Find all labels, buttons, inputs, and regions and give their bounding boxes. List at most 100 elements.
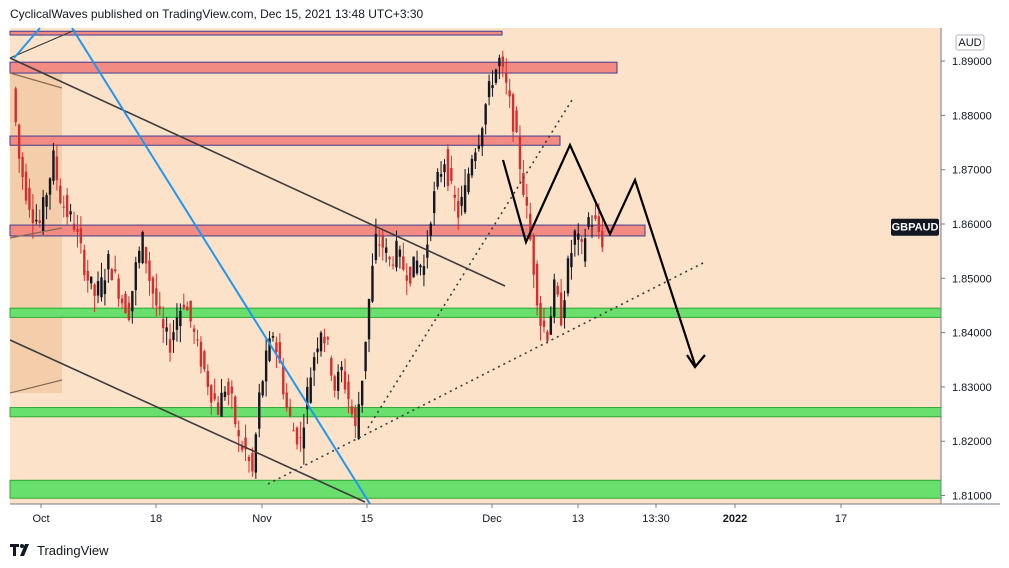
channel-upper-short-line[interactable] — [9, 72, 63, 89]
candle-body — [295, 427, 299, 445]
candle — [494, 68, 498, 85]
candle-body — [234, 396, 237, 425]
tradingview-logo-icon — [10, 544, 29, 556]
candle — [17, 123, 21, 174]
candle — [59, 178, 62, 205]
candle — [38, 209, 41, 228]
candle-body — [357, 404, 360, 439]
candle — [210, 384, 213, 415]
candle — [484, 103, 487, 135]
candle-body — [288, 406, 292, 416]
candle-body — [31, 209, 35, 223]
footer-branding: TradingView — [10, 541, 109, 559]
candle-body — [597, 216, 601, 233]
channel-lower-line[interactable] — [9, 339, 366, 503]
candle-body — [549, 315, 553, 335]
candle-body — [247, 456, 251, 462]
resistance-zone-4[interactable] — [9, 224, 646, 237]
candle-body — [302, 427, 306, 449]
channel-mid-dashed-line[interactable] — [9, 227, 63, 239]
candle — [251, 447, 254, 477]
candle — [563, 290, 566, 329]
candle — [69, 203, 72, 222]
candle-body — [463, 185, 467, 213]
candle-body — [168, 339, 172, 353]
candle — [275, 336, 278, 369]
blue-trendline-short[interactable] — [13, 27, 41, 59]
candle-body — [340, 366, 343, 371]
candle-body — [244, 437, 247, 450]
candle — [117, 273, 120, 307]
candle — [439, 161, 443, 183]
candle — [158, 291, 161, 316]
candle-body — [100, 277, 103, 298]
candle-body — [45, 195, 48, 207]
channel-upper-line[interactable] — [9, 57, 506, 287]
candle-body — [429, 223, 432, 236]
dotted-support-trendline[interactable] — [267, 261, 706, 485]
candle-body — [93, 284, 96, 296]
candle-body — [470, 158, 474, 176]
channel-lower-short-line[interactable] — [9, 379, 63, 394]
candle — [357, 391, 360, 441]
candle-body — [580, 239, 583, 242]
candle — [553, 273, 556, 324]
candle — [186, 301, 189, 311]
candle — [570, 239, 573, 280]
publish-attribution: CyclicalWaves published on TradingView.c… — [10, 7, 424, 21]
candle-body — [282, 365, 285, 395]
projection-arrowhead — [686, 354, 706, 369]
candle — [535, 260, 539, 316]
candle — [162, 306, 165, 344]
candle-body — [216, 402, 220, 415]
candle-body — [199, 341, 203, 367]
candle — [264, 338, 268, 397]
candle-body — [62, 206, 65, 208]
candle — [306, 377, 309, 425]
candle — [467, 167, 470, 195]
blue-trendline[interactable] — [71, 27, 371, 505]
candle — [131, 290, 134, 324]
support-zone-5[interactable] — [9, 307, 942, 318]
candle-body — [566, 258, 570, 294]
dotted-steep-trendline[interactable] — [367, 99, 573, 429]
y-tick-label: 1.81000 — [952, 491, 992, 503]
candle-body — [343, 371, 347, 390]
candle — [107, 250, 110, 283]
candle-body — [312, 357, 316, 371]
candle-body — [364, 341, 367, 372]
candle — [457, 187, 460, 230]
candle — [316, 337, 319, 364]
resistance-zone-3[interactable] — [9, 135, 561, 146]
candle — [505, 58, 508, 95]
candle — [590, 215, 594, 238]
candle-body — [336, 371, 340, 391]
resistance-zone-1[interactable] — [9, 30, 503, 36]
candle-body — [347, 381, 350, 400]
candle — [86, 259, 89, 293]
candle-body — [525, 196, 529, 206]
candle-body — [546, 331, 549, 341]
candle — [360, 380, 364, 413]
candle — [594, 204, 597, 222]
candle — [364, 341, 367, 380]
candle — [144, 246, 148, 274]
support-zone-6[interactable] — [9, 407, 942, 418]
candle — [395, 230, 398, 272]
candle-body — [570, 253, 573, 268]
tradingview-brand: TradingView — [37, 542, 109, 558]
candle-body — [196, 339, 199, 341]
candle — [326, 335, 330, 346]
projected-wave-path[interactable] — [501, 142, 697, 366]
fan-line[interactable] — [9, 29, 76, 59]
candle-body — [360, 380, 364, 406]
candle-body — [148, 260, 151, 281]
candle-body — [333, 376, 336, 391]
support-zone-7[interactable] — [9, 479, 942, 499]
resistance-zone-2[interactable] — [9, 61, 618, 74]
candle — [522, 160, 525, 198]
candle-body — [326, 337, 330, 340]
candle — [216, 396, 220, 416]
candle-body — [179, 311, 182, 327]
